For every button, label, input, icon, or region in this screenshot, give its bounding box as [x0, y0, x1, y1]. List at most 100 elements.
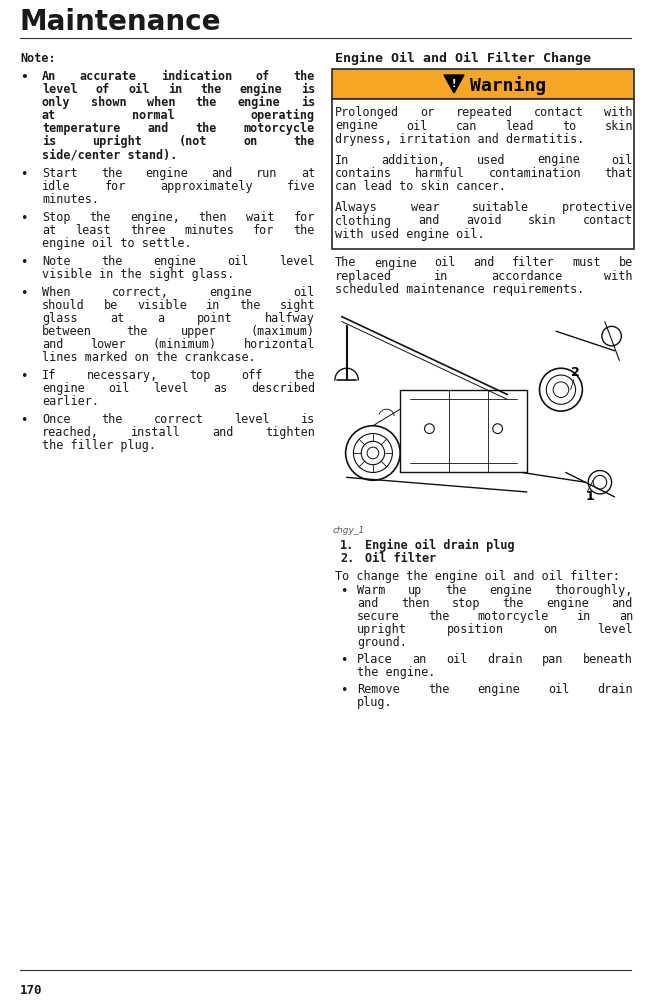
Text: Place: Place — [357, 653, 393, 666]
Text: operating: operating — [251, 109, 315, 122]
Text: engine,: engine, — [130, 211, 180, 224]
Text: an: an — [618, 610, 633, 623]
Text: Warning: Warning — [470, 76, 546, 95]
Text: •: • — [20, 414, 27, 427]
Text: ground.: ground. — [357, 636, 407, 649]
Text: •: • — [20, 256, 27, 269]
Text: the engine.: the engine. — [357, 666, 436, 679]
Text: the: the — [294, 369, 315, 382]
Text: for: for — [294, 211, 315, 224]
Text: for: for — [105, 180, 126, 193]
Text: can: can — [456, 119, 477, 132]
Text: temperature: temperature — [42, 122, 120, 135]
Text: visible: visible — [137, 299, 187, 312]
Text: off: off — [242, 369, 263, 382]
Text: halfway: halfway — [265, 312, 315, 325]
Text: the: the — [445, 584, 467, 597]
Text: the: the — [294, 70, 315, 83]
Text: and: and — [212, 426, 234, 439]
Text: (minimum): (minimum) — [153, 338, 217, 351]
Text: oil: oil — [406, 119, 427, 132]
Text: that: that — [605, 167, 633, 180]
Text: upright: upright — [92, 135, 143, 148]
Text: in: in — [577, 610, 590, 623]
Text: beneath: beneath — [583, 653, 633, 666]
Text: idle: idle — [42, 180, 70, 193]
Text: engine: engine — [210, 286, 253, 299]
Text: approximately: approximately — [160, 180, 253, 193]
Text: only: only — [42, 96, 70, 109]
Text: Oil filter: Oil filter — [365, 552, 436, 565]
Text: with used engine oil.: with used engine oil. — [335, 228, 484, 241]
Text: must: must — [573, 256, 601, 269]
Text: the: the — [201, 83, 221, 96]
Text: upper: upper — [181, 325, 217, 338]
Text: should: should — [42, 299, 85, 312]
Text: correct: correct — [154, 413, 203, 426]
Text: chgy_1: chgy_1 — [333, 526, 365, 535]
Text: Stop: Stop — [42, 211, 70, 224]
Text: used: used — [477, 153, 505, 166]
Text: Once: Once — [42, 413, 70, 426]
Text: indication: indication — [161, 70, 232, 83]
Text: Start: Start — [42, 167, 77, 180]
Text: least: least — [76, 224, 111, 237]
Text: be: be — [618, 256, 633, 269]
Text: oil: oil — [128, 83, 150, 96]
Text: the: the — [503, 597, 524, 610]
Text: glass: glass — [42, 312, 77, 325]
Bar — [332, 99, 634, 248]
Text: An: An — [42, 70, 56, 83]
Text: three: three — [130, 224, 165, 237]
Text: addition,: addition, — [381, 153, 445, 166]
Text: If: If — [42, 369, 56, 382]
Text: as: as — [213, 382, 227, 395]
Text: level: level — [42, 83, 77, 96]
Text: 170: 170 — [20, 984, 42, 997]
Text: in: in — [206, 299, 220, 312]
Text: is: is — [301, 83, 315, 96]
Text: shown: shown — [91, 96, 126, 109]
Text: then: then — [401, 597, 429, 610]
Text: be: be — [104, 299, 118, 312]
Polygon shape — [444, 75, 464, 93]
Text: Always: Always — [335, 201, 378, 214]
Text: the: the — [89, 211, 111, 224]
Text: drain: drain — [487, 653, 523, 666]
Text: accordance: accordance — [491, 270, 562, 283]
Bar — [332, 302, 634, 522]
Text: •: • — [340, 654, 348, 667]
Text: suitable: suitable — [472, 201, 529, 214]
Text: wait: wait — [246, 211, 275, 224]
Text: with: with — [605, 106, 633, 119]
Text: the: the — [294, 135, 315, 148]
Text: engine: engine — [238, 96, 281, 109]
Text: and: and — [147, 122, 169, 135]
Text: the: the — [239, 299, 260, 312]
Text: •: • — [340, 585, 348, 598]
Text: horizontal: horizontal — [243, 338, 315, 351]
Text: of: of — [256, 70, 270, 83]
Text: engine: engine — [335, 119, 378, 132]
Text: thoroughly,: thoroughly, — [555, 584, 633, 597]
Text: in: in — [168, 83, 182, 96]
Text: engine: engine — [537, 153, 580, 166]
Text: is: is — [42, 135, 56, 148]
Text: minutes.: minutes. — [42, 193, 99, 206]
Text: •: • — [20, 212, 27, 225]
Text: contamination: contamination — [488, 167, 581, 180]
Text: level: level — [279, 255, 315, 268]
Text: on: on — [243, 135, 257, 148]
Text: the: the — [428, 683, 449, 696]
Text: of: of — [96, 83, 110, 96]
Text: and: and — [212, 167, 233, 180]
Text: the: the — [428, 610, 449, 623]
Text: necessary,: necessary, — [87, 369, 158, 382]
Text: five: five — [286, 180, 315, 193]
Bar — [332, 69, 634, 99]
Text: •: • — [20, 71, 28, 84]
Text: the: the — [126, 325, 147, 338]
Text: the filler plug.: the filler plug. — [42, 439, 156, 452]
Text: oil: oil — [548, 683, 570, 696]
Text: repeated: repeated — [456, 106, 512, 119]
